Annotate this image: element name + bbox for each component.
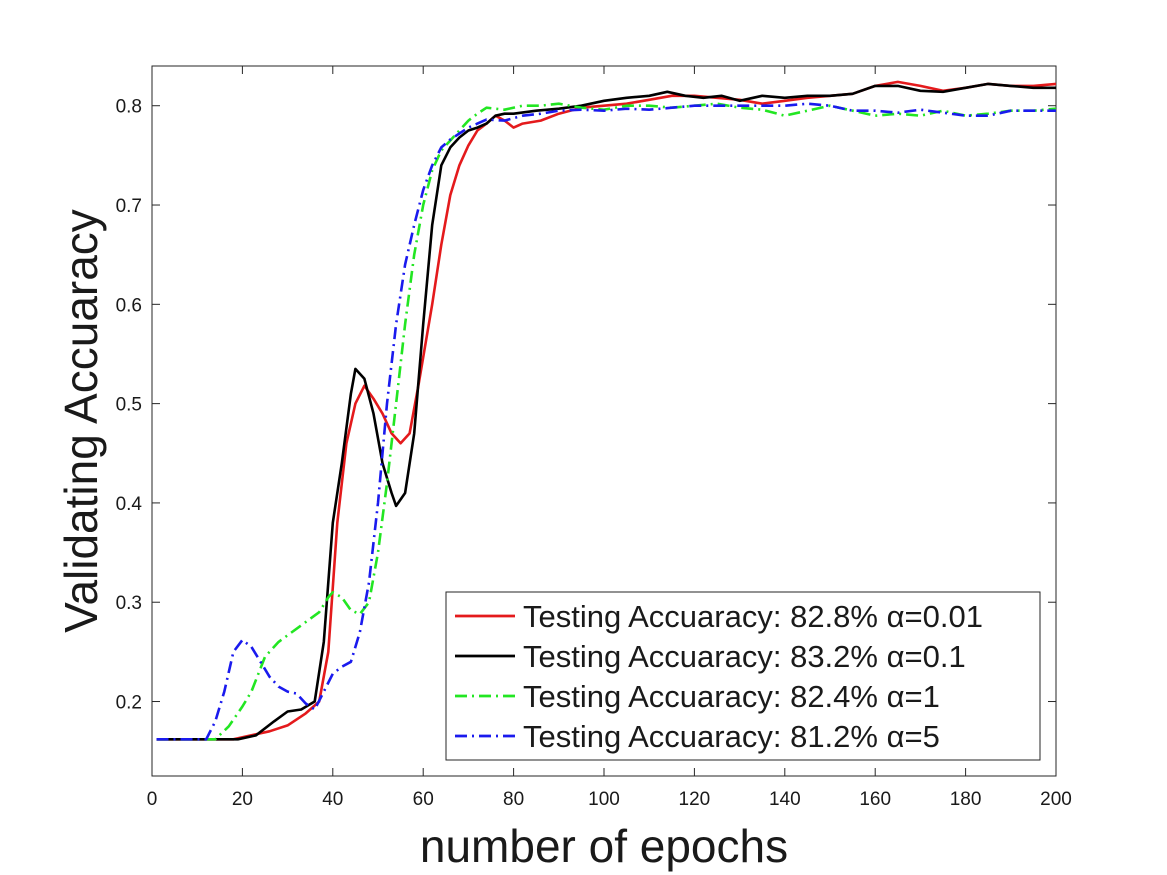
y-tick-label: 0.2 — [116, 693, 142, 714]
y-tick-label: 0.5 — [116, 395, 142, 416]
x-tick-label: 160 — [859, 789, 891, 810]
y-tick-label: 0.8 — [116, 97, 142, 118]
y-tick-label: 0.7 — [116, 196, 142, 217]
x-tick-label: 200 — [1040, 789, 1072, 810]
legend: Testing Accuaracy: 82.8% α=0.01 Testing A… — [445, 591, 1041, 761]
x-tick-label: 40 — [322, 789, 343, 810]
x-tick-label: 60 — [413, 789, 434, 810]
legend-label-3: Testing Accuaracy: 82.4% α=1 — [523, 679, 940, 714]
legend-box — [445, 591, 1041, 761]
series-line-4 — [156, 102, 1056, 741]
series-line-2 — [156, 82, 1056, 741]
legend-label-2: Testing Accuaracy: 83.2% α=0.1 — [523, 639, 966, 674]
series-lines — [156, 80, 1057, 741]
axis-ticks: 0 20 40 60 80 100 120 140 160 180 200 0.2 0.3 0.4 0.5 0… — [116, 66, 1072, 810]
x-tick-label: 80 — [503, 789, 524, 810]
y-tick-label: 0.6 — [116, 295, 142, 316]
x-tick-label: 0 — [147, 789, 158, 810]
x-axis-label: number of epochs — [420, 820, 788, 872]
x-tick-label: 120 — [679, 789, 711, 810]
legend-label-1: Testing Accuaracy: 82.8% α=0.01 — [523, 599, 983, 634]
x-tick-label: 180 — [950, 789, 982, 810]
x-tick-label: 140 — [769, 789, 801, 810]
y-tick-label: 0.4 — [116, 494, 143, 515]
y-tick-label: 0.3 — [116, 593, 142, 614]
legend-label-4: Testing Accuaracy: 81.2% α=5 — [523, 719, 940, 754]
y-axis-label: Validating Accuaracy — [55, 209, 107, 633]
x-tick-label: 20 — [232, 789, 253, 810]
x-tick-label: 100 — [588, 789, 620, 810]
